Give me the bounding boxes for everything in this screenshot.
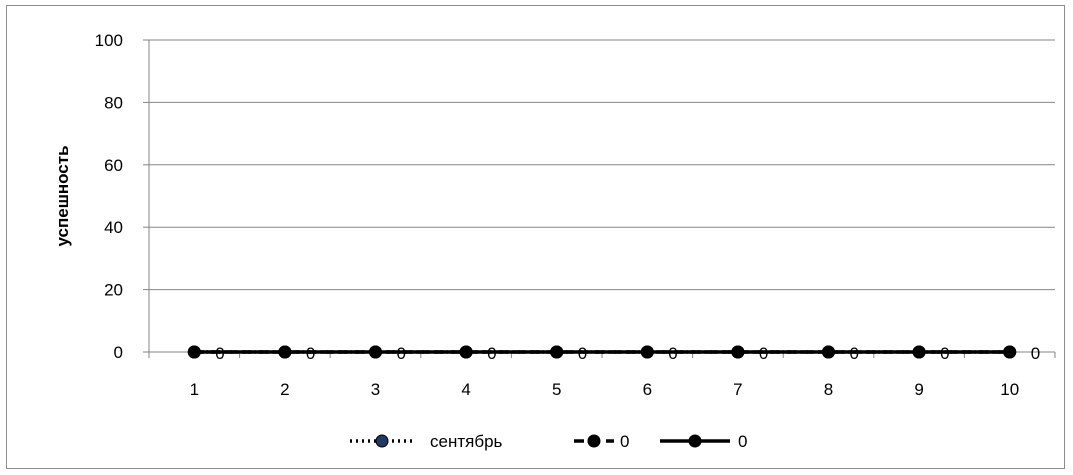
data-label: 0 <box>940 344 949 363</box>
series-2-point <box>1003 345 1017 359</box>
data-label: 0 <box>578 344 587 363</box>
x-tick-label: 9 <box>914 380 923 399</box>
legend: сентябрь 0 0 <box>350 432 747 451</box>
x-tick-label: 1 <box>190 380 199 399</box>
data-label: 0 <box>1031 344 1040 363</box>
data-label: 0 <box>759 344 768 363</box>
axes <box>143 39 1056 358</box>
x-tick-labels: 1 2 3 4 5 6 7 8 9 10 <box>190 380 1020 399</box>
x-tick-label: 4 <box>461 380 470 399</box>
legend-marker-0 <box>375 434 389 448</box>
data-label: 0 <box>487 344 496 363</box>
series-2-point <box>550 345 564 359</box>
series <box>187 345 1017 359</box>
chart-frame <box>6 5 1065 469</box>
x-tick-label: 2 <box>280 380 289 399</box>
series-2-point <box>640 345 654 359</box>
series-2-point <box>822 345 835 359</box>
x-tick-label: 8 <box>824 380 833 399</box>
series-2-point <box>459 345 473 359</box>
legend-marker-1 <box>587 434 601 448</box>
data-label: 0 <box>215 344 224 363</box>
legend-marker-2 <box>688 434 702 448</box>
data-labels: 0 0 0 0 0 0 0 0 0 0 <box>215 344 1040 363</box>
legend-label-1: 0 <box>620 432 629 451</box>
series-2-point <box>187 345 201 359</box>
x-tick-label: 3 <box>371 380 380 399</box>
data-label: 0 <box>306 344 315 363</box>
data-label: 0 <box>850 344 859 363</box>
series-2-point <box>278 345 292 359</box>
legend-label-0: сентябрь <box>430 432 503 451</box>
y-tick-label: 0 <box>114 343 123 362</box>
x-tick-label: 6 <box>643 380 652 399</box>
legend-label-2: 0 <box>738 432 747 451</box>
y-tick-labels: 0 20 40 60 80 100 <box>95 31 123 362</box>
series-2-point <box>369 345 382 359</box>
y-tick-label: 80 <box>104 93 123 112</box>
y-tick-label: 60 <box>104 156 123 175</box>
y-tick-label: 100 <box>95 31 123 50</box>
gridlines <box>149 39 1055 291</box>
data-label: 0 <box>668 344 677 363</box>
data-label: 0 <box>397 344 406 363</box>
x-tick-label: 10 <box>1000 380 1019 399</box>
series-2-point <box>912 345 926 359</box>
y-tick-label: 40 <box>104 218 123 237</box>
y-axis-title: успешность <box>53 145 72 246</box>
y-tick-label: 20 <box>104 281 123 300</box>
series-2-point <box>731 345 745 359</box>
x-tick-label: 7 <box>733 380 742 399</box>
x-tick-label: 5 <box>552 380 561 399</box>
